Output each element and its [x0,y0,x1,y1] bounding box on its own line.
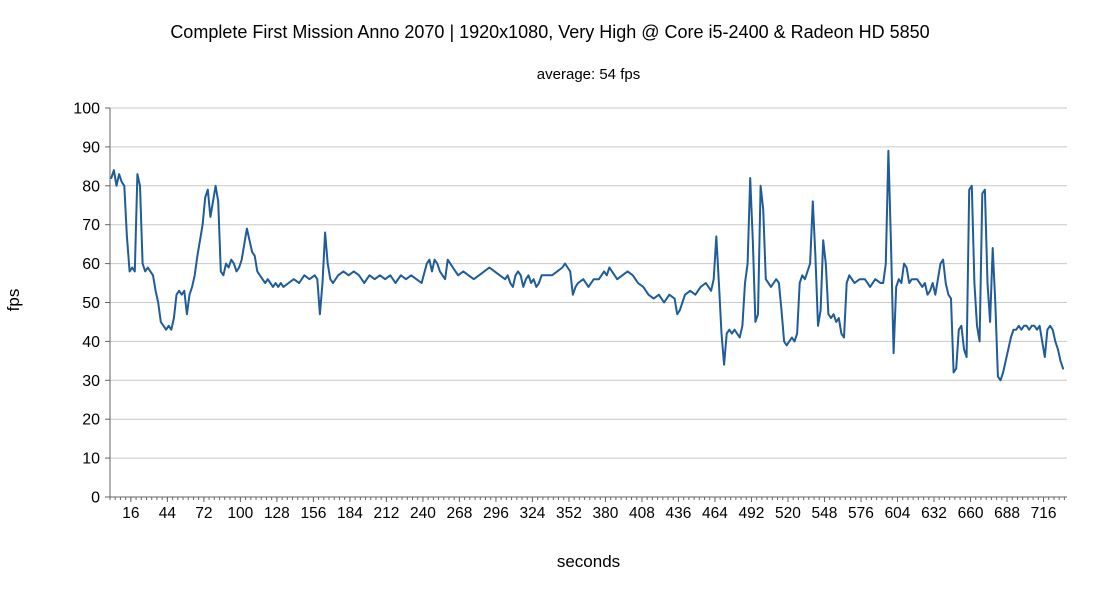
fps-line-chart: 0 10 20 30 40 50 60 70 80 90 100 16 44 72 100 128 156 184… [73,101,1067,522]
x-tick-label: 688 [994,505,1020,522]
y-tick-label: 70 [82,217,100,234]
x-tick-label: 380 [593,505,619,522]
x-tick-label: 408 [629,505,655,522]
x-axis-title: seconds [556,552,621,571]
y-tick-label: 30 [82,373,100,390]
y-tick-label: 80 [82,178,100,195]
x-tick-label: 632 [921,505,947,522]
x-tick-label: 716 [1031,505,1057,522]
x-tick-label: 520 [775,505,801,522]
y-axis-title: fps [4,288,23,312]
y-tick-label: 100 [73,101,100,118]
chart-title: Complete First Mission Anno 2070 | 1920x… [170,22,930,42]
x-tick-label: 324 [519,505,545,522]
x-tick-label: 492 [739,505,765,522]
y-tick-label: 50 [82,295,100,312]
x-tick-label: 184 [337,505,363,522]
y-tick-label: 90 [82,139,100,156]
x-tick-label: 352 [556,505,582,522]
x-tick-label: 660 [958,505,984,522]
y-tick-label: 10 [82,451,100,468]
x-tick-label: 72 [195,505,212,522]
x-tick-label: 240 [410,505,436,522]
x-tick-label: 156 [300,505,326,522]
y-tick-label: 0 [91,490,100,507]
x-tick-label: 296 [483,505,509,522]
fps-series-line [110,149,1065,382]
x-tick-label: 576 [848,505,874,522]
x-tick-label: 268 [446,505,472,522]
y-tick-label: 20 [82,412,100,429]
x-tick-label: 604 [885,505,911,522]
x-tick-label: 128 [264,505,290,522]
x-tick-label: 548 [812,505,838,522]
x-tick-label: 44 [159,505,177,522]
y-tick-label: 40 [82,334,100,351]
x-tick-label: 212 [373,505,399,522]
y-tick-label: 60 [82,256,100,273]
x-tick-label: 464 [702,505,728,522]
chart-subtitle: average: 54 fps [536,66,641,83]
x-tick-label: 100 [227,505,253,522]
x-tick-label: 16 [122,505,139,522]
x-tick-label: 436 [666,505,692,522]
